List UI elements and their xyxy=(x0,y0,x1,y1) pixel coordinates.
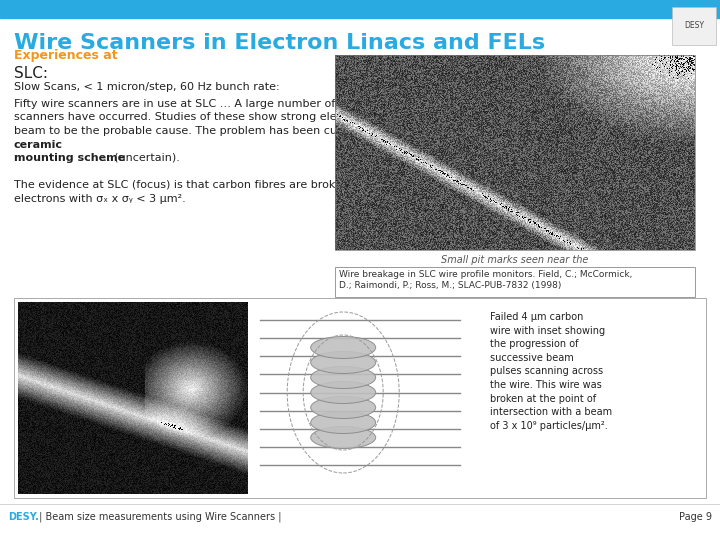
Text: | Beam size measurements using Wire Scanners |: | Beam size measurements using Wire Scan… xyxy=(36,512,282,522)
Ellipse shape xyxy=(311,336,376,359)
Ellipse shape xyxy=(311,367,376,388)
Bar xyxy=(14,298,706,498)
Text: ceramic: ceramic xyxy=(14,139,63,150)
Text: The evidence at SLC (focus) is that carbon fibres are broken by beams of approxi: The evidence at SLC (focus) is that carb… xyxy=(14,180,531,190)
Text: scanners have occurred. Studies of these show strong electro-magnetic fields pro: scanners have occurred. Studies of these… xyxy=(14,112,544,123)
Bar xyxy=(335,267,695,297)
Text: electrons with σₓ x σᵧ < 3 μm².: electrons with σₓ x σᵧ < 3 μm². xyxy=(14,193,186,204)
Text: Small pit marks seen near the
end of the wire are further evidence for
arcing.: Small pit marks seen near the end of the… xyxy=(418,255,612,291)
Ellipse shape xyxy=(311,396,376,419)
Text: DESY.: DESY. xyxy=(8,512,39,522)
Ellipse shape xyxy=(311,427,376,449)
Text: Wire Scanners in Electron Linacs and FELs: Wire Scanners in Electron Linacs and FEL… xyxy=(14,33,545,53)
Ellipse shape xyxy=(311,352,376,374)
Text: … (uncertain).: … (uncertain). xyxy=(96,153,180,163)
Text: Page 9: Page 9 xyxy=(679,512,712,522)
Bar xyxy=(335,55,695,250)
Text: Wire breakage in SLC wire profile monitors. Field, C.; McCormick,
D.; Raimondi, : Wire breakage in SLC wire profile monito… xyxy=(339,270,632,291)
Text: Experiences at: Experiences at xyxy=(14,49,117,62)
Text: Slow Scans, < 1 micron/step, 60 Hz bunch rate:: Slow Scans, < 1 micron/step, 60 Hz bunch… xyxy=(14,82,279,92)
Text: SLC:: SLC: xyxy=(14,66,48,81)
Ellipse shape xyxy=(311,381,376,403)
Text: beam to be the probable cause. The problem has been cured with the adoption of a: beam to be the probable cause. The probl… xyxy=(14,126,485,136)
Text: mounting scheme: mounting scheme xyxy=(14,153,125,163)
Bar xyxy=(672,7,716,45)
Text: DESY: DESY xyxy=(684,22,704,30)
Ellipse shape xyxy=(311,411,376,434)
Text: Failed 4 μm carbon
wire with inset showing
the progression of
successive beam
pu: Failed 4 μm carbon wire with inset showi… xyxy=(490,312,612,431)
Bar xyxy=(0,0,720,18)
Text: Fifty wire scanners are in use at SLC … A large number of failures of the 50 μm : Fifty wire scanners are in use at SLC … … xyxy=(14,99,548,109)
